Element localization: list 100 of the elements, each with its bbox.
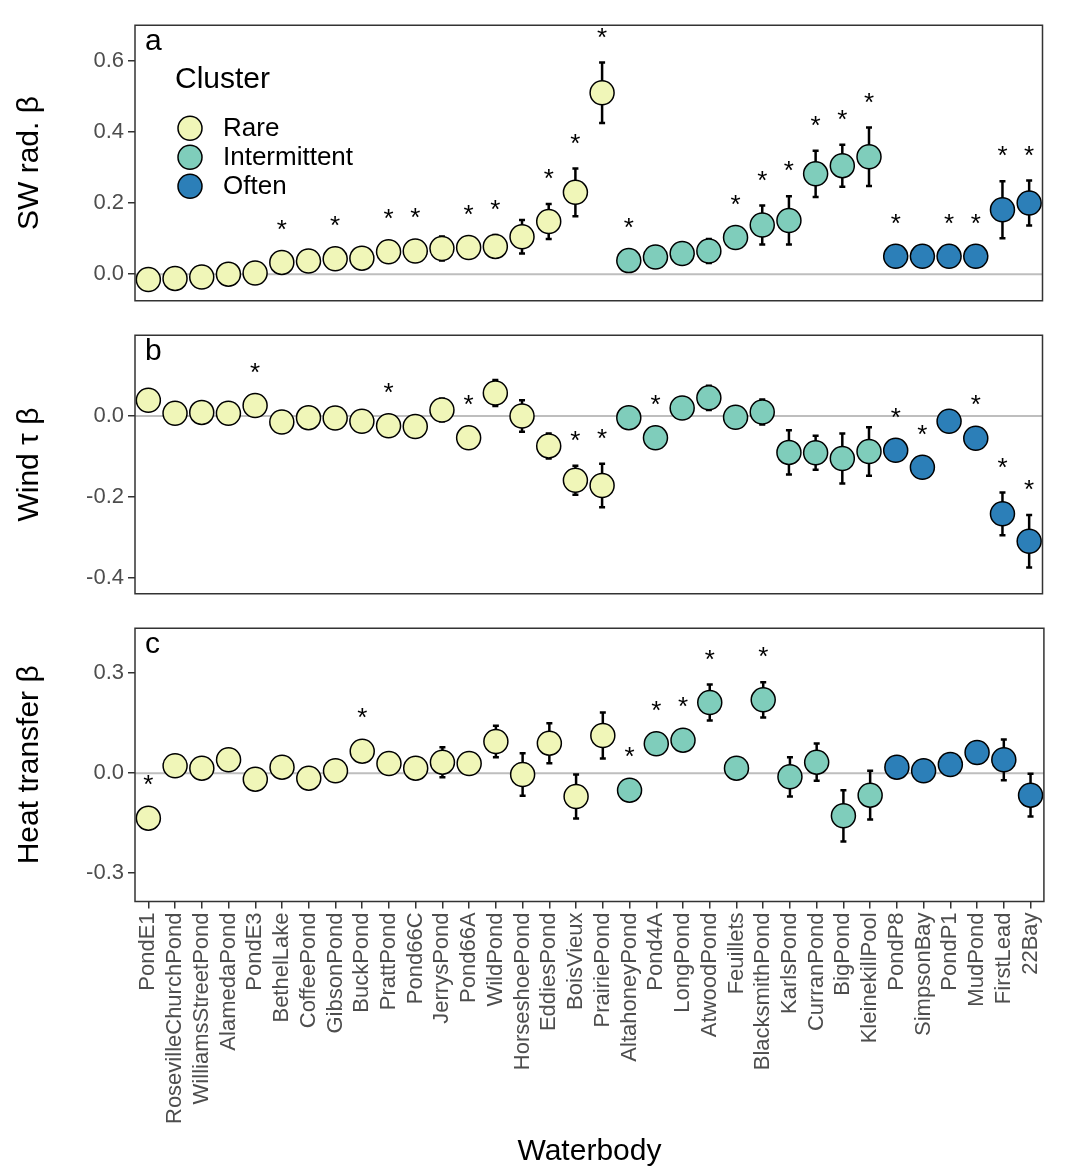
point xyxy=(483,728,509,755)
point xyxy=(989,197,1016,223)
legend-label: Rare xyxy=(223,112,280,143)
annotation: * xyxy=(570,424,581,455)
point xyxy=(375,412,402,439)
point xyxy=(215,400,242,426)
point xyxy=(296,765,322,791)
annotation: * xyxy=(1024,474,1035,505)
point xyxy=(269,249,295,276)
point xyxy=(722,404,749,430)
annotation: * xyxy=(890,401,901,432)
point xyxy=(242,392,268,419)
point xyxy=(937,751,964,778)
x-tick-label: EddiesPond xyxy=(535,912,561,1032)
point xyxy=(936,243,962,270)
annotation: * xyxy=(410,202,421,233)
point xyxy=(482,233,509,260)
point xyxy=(589,80,615,106)
annotation: * xyxy=(543,163,554,194)
point xyxy=(991,747,1017,773)
x-tick-label: SimpsonBay xyxy=(909,912,935,1036)
point xyxy=(803,749,830,775)
point xyxy=(295,404,322,431)
annotation: * xyxy=(383,202,394,233)
chart-title: c xyxy=(145,626,160,660)
x-tick-label: PondE1 xyxy=(134,912,160,991)
annotation: * xyxy=(997,451,1008,482)
annotation: * xyxy=(597,21,608,52)
point xyxy=(188,264,215,290)
x-tick-label: Pond66C xyxy=(401,912,427,1005)
point xyxy=(322,246,348,272)
point xyxy=(322,405,348,431)
point xyxy=(269,754,295,780)
point xyxy=(616,404,642,431)
x-tick-label: AltahoneyPond xyxy=(615,912,641,1062)
point xyxy=(535,208,562,235)
point xyxy=(963,243,989,270)
annotation: * xyxy=(463,389,474,419)
point xyxy=(802,161,829,187)
x-tick-label: BigPond xyxy=(829,912,855,996)
annotation: * xyxy=(624,741,635,772)
point xyxy=(349,245,375,271)
annotation: * xyxy=(250,356,261,387)
y-tick-label: 0.4 xyxy=(93,117,124,143)
point xyxy=(936,408,962,435)
point xyxy=(882,243,909,270)
point xyxy=(455,234,482,261)
annotation: * xyxy=(330,210,341,241)
point xyxy=(509,403,535,429)
annotation: * xyxy=(490,194,501,225)
point xyxy=(375,238,402,265)
annotation: * xyxy=(623,211,634,242)
point xyxy=(776,207,802,234)
x-tick-label: JerrysPond xyxy=(428,912,454,1024)
point xyxy=(723,755,750,781)
point xyxy=(857,782,883,808)
point xyxy=(429,749,456,775)
annotation: * xyxy=(704,643,715,674)
point xyxy=(670,727,696,753)
x-tick-label: KarlsPond xyxy=(776,912,802,1014)
annotation: * xyxy=(890,207,901,238)
point xyxy=(188,399,215,426)
point xyxy=(750,687,776,713)
annotation: * xyxy=(597,422,608,453)
point xyxy=(884,754,910,780)
x-tick-label: LongPond xyxy=(669,912,695,1013)
point xyxy=(295,248,322,274)
point xyxy=(563,783,589,810)
annotation: * xyxy=(997,140,1008,171)
point xyxy=(429,235,455,262)
point xyxy=(749,212,775,238)
y-tick-label: 0.0 xyxy=(93,402,124,428)
x-tick-label: RosevilleChurchPond xyxy=(161,912,187,1125)
point xyxy=(589,472,615,499)
annotation: * xyxy=(837,103,848,134)
point xyxy=(590,722,616,749)
annotation: * xyxy=(276,213,287,244)
y-tick-label: 0.3 xyxy=(93,659,124,685)
legend-title: Cluster xyxy=(175,61,271,95)
point xyxy=(616,247,642,274)
x-tick-label: WildPond xyxy=(481,912,507,1007)
point xyxy=(162,753,188,779)
annotation: * xyxy=(463,198,474,229)
annotation: * xyxy=(143,769,154,800)
point xyxy=(909,454,936,481)
x-tick-label: PondP8 xyxy=(882,912,908,991)
point xyxy=(696,385,722,411)
point xyxy=(856,438,882,465)
x-tick-label: 22Bay xyxy=(1016,912,1042,975)
annotation: * xyxy=(1024,139,1035,170)
point xyxy=(322,758,349,784)
annotation: * xyxy=(810,109,821,140)
point xyxy=(696,238,722,264)
point xyxy=(135,805,162,831)
point xyxy=(215,747,242,773)
point xyxy=(643,731,670,757)
annotation: * xyxy=(758,641,769,672)
annotation: * xyxy=(970,389,981,420)
point xyxy=(830,803,857,829)
annotation: * xyxy=(357,702,368,733)
